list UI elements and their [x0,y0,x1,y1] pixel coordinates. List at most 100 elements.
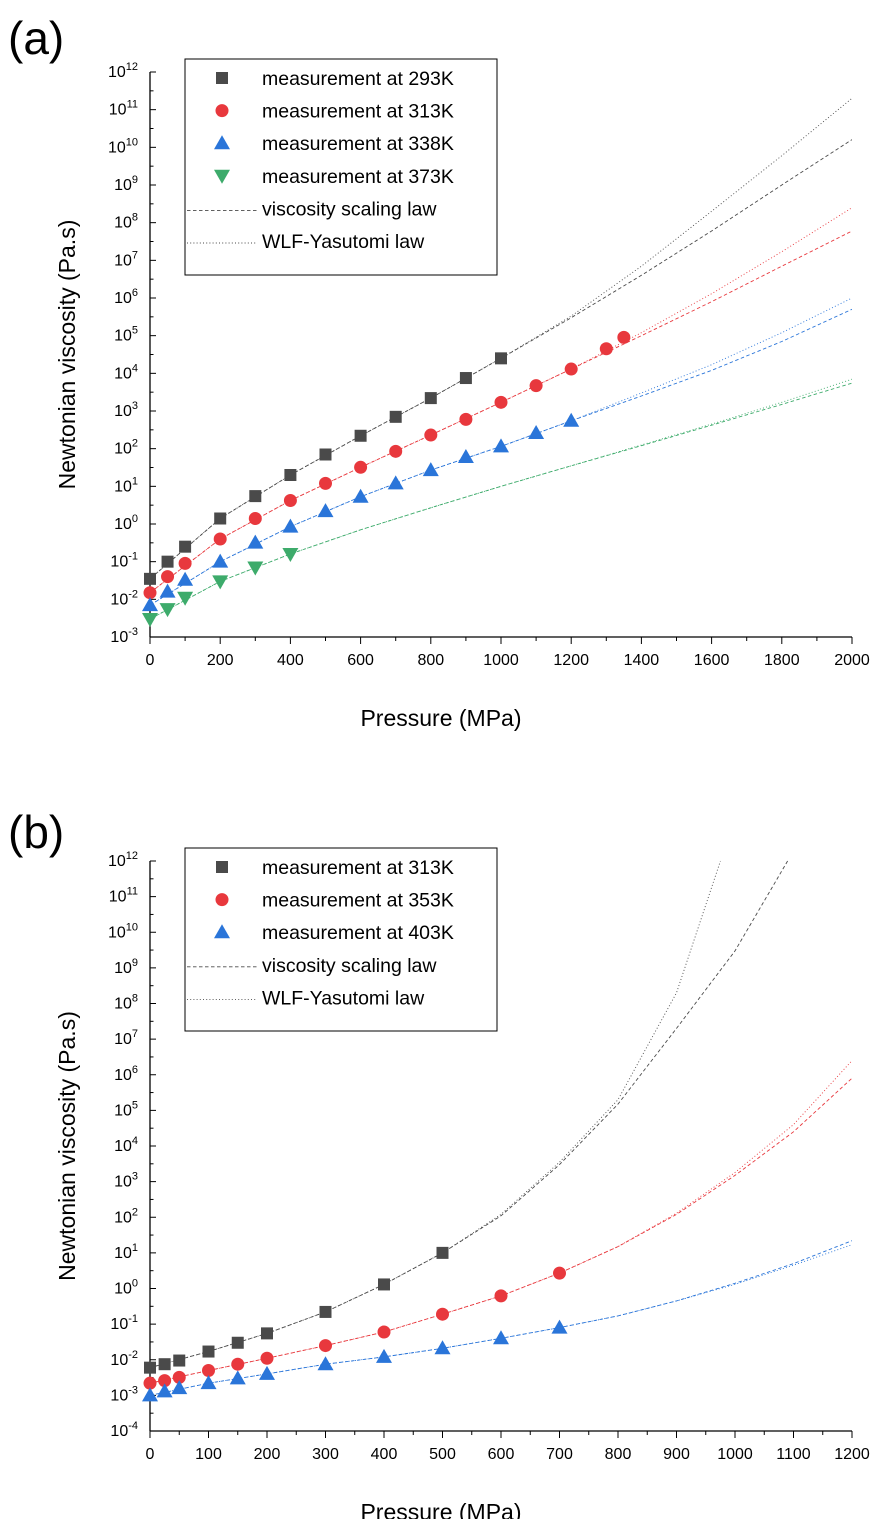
data-point [457,449,474,464]
y-tick-label: 10-4 [110,1420,138,1440]
data-point [282,518,299,533]
data-point [259,1365,275,1380]
x-tick-label: 2000 [834,652,870,669]
legend-label: WLF-Yasutomi law [262,231,425,253]
data-point [317,503,334,518]
data-point [319,1305,332,1318]
data-point [177,571,194,586]
x-axis-title: Pressure (MPa) [360,1499,521,1519]
data-point [178,556,192,570]
data-point [143,586,157,600]
series-measurement-at-353k [143,1266,566,1390]
legend-label: measurement at 403K [262,922,454,944]
y-tick-label: 107 [114,249,138,269]
y-tick-label: 1012 [108,850,138,870]
x-tick-label: 100 [195,1446,222,1463]
data-point [261,1327,273,1340]
data-point [283,494,297,508]
data-point [599,342,613,356]
x-tick-label: 400 [277,652,304,669]
data-point [202,1345,215,1358]
legend-label: measurement at 293K [262,68,454,90]
data-point [377,1325,391,1339]
legend-label: viscosity scaling law [262,955,437,977]
x-axis-title: Pressure (MPa) [360,705,521,731]
x-tick-label: 700 [546,1446,573,1463]
y-tick-label: 105 [114,325,138,345]
data-point [159,583,176,598]
x-tick-label: 1200 [553,652,589,669]
series-measurement-at-373k [142,547,299,628]
data-point [212,553,229,568]
y-tick-label: 108 [114,212,138,232]
data-point [247,534,264,549]
x-tick-label: 1200 [834,1446,870,1463]
y-tick-label: 10-3 [110,626,138,646]
data-point [376,1348,392,1363]
data-point [424,428,438,442]
data-point [319,448,332,461]
data-point [553,1266,566,1280]
scaling-law-curve [150,860,788,1369]
data-point [179,540,192,553]
x-tick-label: 0 [146,652,155,669]
wlf-yasutomi-curve [150,1244,852,1396]
legend-box [184,58,498,276]
data-point [161,570,175,584]
data-point [459,412,473,426]
legend-label: measurement at 313K [262,101,454,123]
legend-marker [214,135,230,150]
x-tick-label: 1400 [624,652,660,669]
legend-marker [216,72,228,84]
series-measurement-at-338k [142,412,580,612]
data-point [352,488,369,503]
x-tick-label: 1000 [483,652,519,669]
data-point [282,547,299,562]
data-point [213,532,227,546]
series-measurement-at-313k [144,1246,449,1374]
legend-label: measurement at 353K [262,890,454,912]
y-tick-label: 106 [114,287,138,307]
y-tick-label: 1010 [108,921,138,941]
panel-label: (b) [8,806,64,858]
scaling-law-curve [150,230,852,594]
series-measurement-at-293k [144,352,507,585]
wlf-yasutomi-curve [150,97,852,580]
series-measurement-at-313k [143,330,631,600]
data-point [529,379,543,393]
y-tick-label: 10-2 [110,1349,138,1369]
x-tick-label: 500 [429,1446,456,1463]
data-point [142,1387,158,1402]
data-point [284,468,297,481]
data-point [424,392,437,405]
panel-label: (a) [8,12,64,64]
data-point [231,1357,245,1371]
x-tick-label: 600 [488,1446,515,1463]
y-tick-label: 104 [114,1135,138,1155]
data-point [551,1319,568,1334]
y-tick-label: 107 [114,1028,138,1048]
data-point [229,1370,246,1385]
y-axis-title: Newtonian viscosity (Pa.s) [54,1011,80,1281]
y-tick-label: 109 [114,957,138,977]
data-point [494,395,508,409]
data-point [249,490,262,503]
legend: measurement at 313K measurement at 353K me… [184,847,498,1032]
legend-label: viscosity scaling law [262,198,437,220]
y-tick-label: 102 [114,438,138,458]
wlf-yasutomi-curve [150,297,852,606]
scaling-law-curve [150,1240,852,1396]
data-point [172,1370,186,1384]
x-tick-label: 1100 [776,1446,811,1463]
legend-marker [214,169,230,184]
y-tick-label: 10-1 [110,1313,138,1333]
x-tick-label: 400 [371,1446,398,1463]
chart-panel-1: (a) 10-3 10-2 10-1 100 101 102 103 104 105 106 107 1… [8,12,870,731]
data-point [231,1336,244,1349]
x-tick-label: 800 [417,652,444,669]
data-point [564,362,578,376]
legend-marker [216,861,228,873]
legend-marker [215,893,229,907]
data-point [158,1374,172,1388]
y-tick-label: 100 [114,513,138,533]
